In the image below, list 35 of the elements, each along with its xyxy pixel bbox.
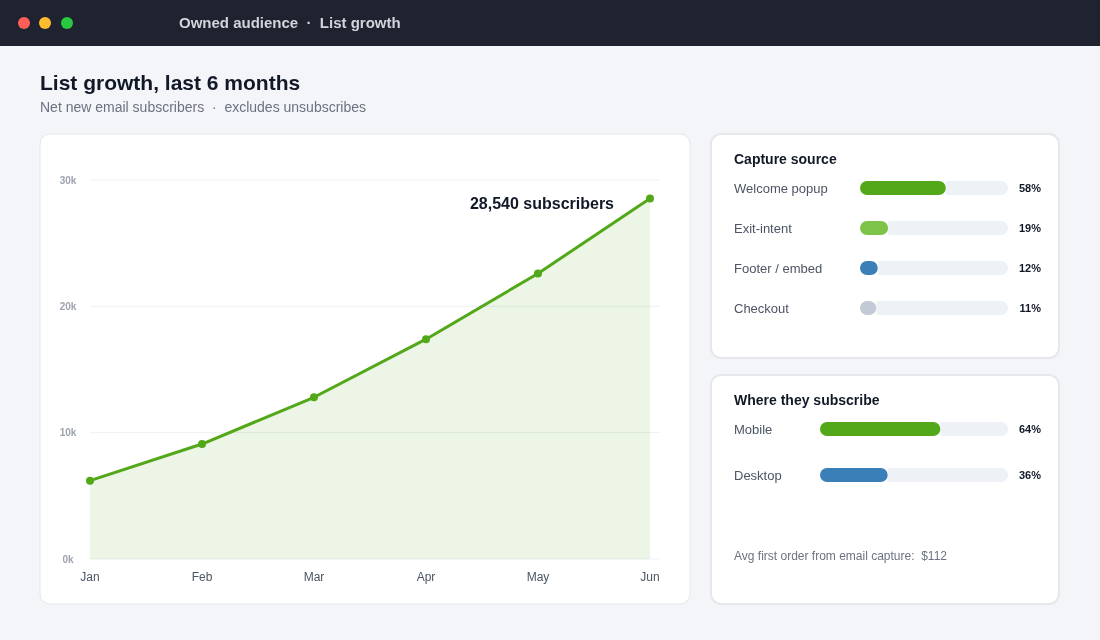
point — [534, 269, 542, 278]
chart-title: Where they subscribe — [734, 392, 880, 408]
point — [310, 393, 318, 402]
y-tick-label: 30k — [59, 174, 77, 186]
chart-title: Capture source — [734, 151, 837, 167]
x-tick-label: May — [526, 570, 550, 584]
x-tick-label: Jan — [80, 570, 100, 584]
y-tick-label: 20k — [59, 300, 77, 312]
point — [198, 440, 206, 449]
y-tick-label: 10k — [59, 427, 77, 439]
y-tick-label: 0k — [62, 553, 74, 565]
x-tick-label: Jun — [640, 570, 660, 584]
x-tick-label: Apr — [416, 570, 436, 584]
text: Owned audience · List growth — [179, 14, 401, 31]
data-label: 19% — [1018, 221, 1042, 234]
data-label: 36% — [1018, 468, 1042, 481]
point — [422, 335, 430, 344]
data-label: 12% — [1018, 261, 1042, 274]
chart-subtitle: Net new email subscribers · excludes unsubscribes — [40, 99, 367, 115]
category-label: Checkout — [734, 300, 789, 316]
point — [86, 476, 94, 485]
data-label: 11% — [1019, 301, 1042, 314]
x-tick-label: Feb — [191, 570, 213, 584]
data-label: 58% — [1018, 181, 1042, 194]
data-label: 64% — [1018, 422, 1042, 435]
annotation: 28,540 subscribers — [469, 195, 615, 213]
category-label: Welcome popup — [734, 180, 828, 196]
category-label: Footer / embed — [734, 260, 823, 276]
point — [646, 194, 654, 203]
text: Avg first order from email capture: $112 — [734, 549, 948, 563]
category-label: Mobile — [734, 421, 773, 437]
x-tick-label: Mar — [303, 570, 325, 584]
category-label: Exit-intent — [734, 220, 792, 236]
category-label: Desktop — [734, 467, 782, 483]
chart-title: List growth, last 6 months — [40, 71, 301, 94]
